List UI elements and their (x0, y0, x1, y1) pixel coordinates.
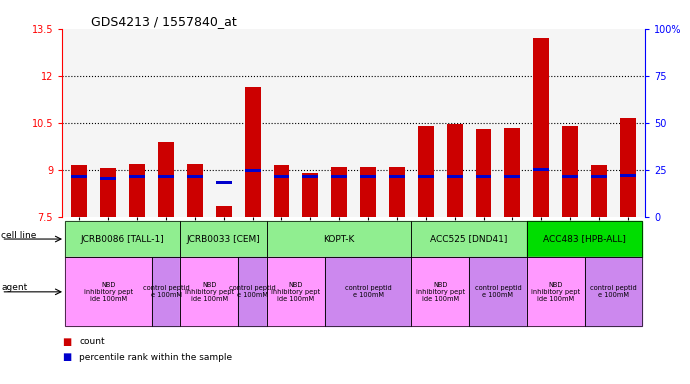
Bar (591, 175, 607, 179)
Bar (418, 175, 434, 178)
Bar (591, 165, 607, 217)
Bar (331, 167, 347, 217)
Text: agent: agent (1, 283, 28, 293)
Bar (504, 127, 520, 217)
Text: cell line: cell line (1, 231, 37, 240)
Text: NBD
inhibitory pept
ide 100mM: NBD inhibitory pept ide 100mM (83, 282, 133, 302)
Bar (273, 165, 289, 217)
Bar (533, 38, 549, 217)
Bar (562, 126, 578, 217)
Bar (245, 87, 261, 217)
Text: JCRB0086 [TALL-1]: JCRB0086 [TALL-1] (81, 235, 165, 243)
Bar (360, 167, 376, 217)
Text: ■: ■ (62, 337, 71, 347)
Text: count: count (79, 337, 105, 346)
Text: ■: ■ (62, 352, 71, 362)
Bar (331, 175, 347, 179)
Text: GDS4213 / 1557840_at: GDS4213 / 1557840_at (91, 15, 237, 28)
Bar (158, 142, 174, 217)
Text: percentile rank within the sample: percentile rank within the sample (79, 353, 233, 362)
Bar (562, 175, 578, 178)
Bar (216, 181, 232, 184)
Text: ACC525 [DND41]: ACC525 [DND41] (431, 235, 508, 243)
Bar (302, 175, 318, 179)
Bar (475, 129, 491, 217)
Text: NBD
inhibitory pept
ide 100mM: NBD inhibitory pept ide 100mM (185, 282, 234, 302)
Bar (100, 177, 116, 180)
Bar (389, 167, 405, 217)
Text: NBD
inhibitory pept
ide 100mM: NBD inhibitory pept ide 100mM (415, 282, 465, 302)
Text: NBD
inhibitory pept
ide 100mM: NBD inhibitory pept ide 100mM (531, 282, 580, 302)
Text: control peptid
e 100mM: control peptid e 100mM (229, 285, 276, 298)
Bar (418, 126, 434, 217)
Bar (187, 175, 203, 179)
Bar (187, 164, 203, 217)
Bar (360, 175, 376, 179)
Text: control peptid
e 100mM: control peptid e 100mM (475, 285, 522, 298)
Bar (129, 164, 145, 217)
Bar (504, 175, 520, 178)
Bar (475, 175, 491, 179)
Bar (533, 168, 549, 172)
Bar (100, 168, 116, 217)
Text: KOPT-K: KOPT-K (324, 235, 355, 243)
Bar (216, 206, 232, 217)
Bar (72, 165, 88, 217)
Bar (620, 174, 635, 177)
Bar (302, 173, 318, 217)
Bar (446, 124, 462, 217)
Bar (620, 118, 635, 217)
Bar (245, 169, 261, 172)
Bar (129, 175, 145, 179)
Text: control peptid
e 100mM: control peptid e 100mM (143, 285, 189, 298)
Text: control peptid
e 100mM: control peptid e 100mM (345, 285, 391, 298)
Bar (446, 175, 462, 178)
Text: ACC483 [HPB-ALL]: ACC483 [HPB-ALL] (543, 235, 626, 243)
Bar (389, 175, 405, 179)
Bar (273, 175, 289, 179)
Text: control peptid
e 100mM: control peptid e 100mM (590, 285, 637, 298)
Text: NBD
inhibitory pept
ide 100mM: NBD inhibitory pept ide 100mM (271, 282, 320, 302)
Text: JCRB0033 [CEM]: JCRB0033 [CEM] (187, 235, 261, 243)
Bar (72, 175, 88, 179)
Bar (158, 175, 174, 179)
